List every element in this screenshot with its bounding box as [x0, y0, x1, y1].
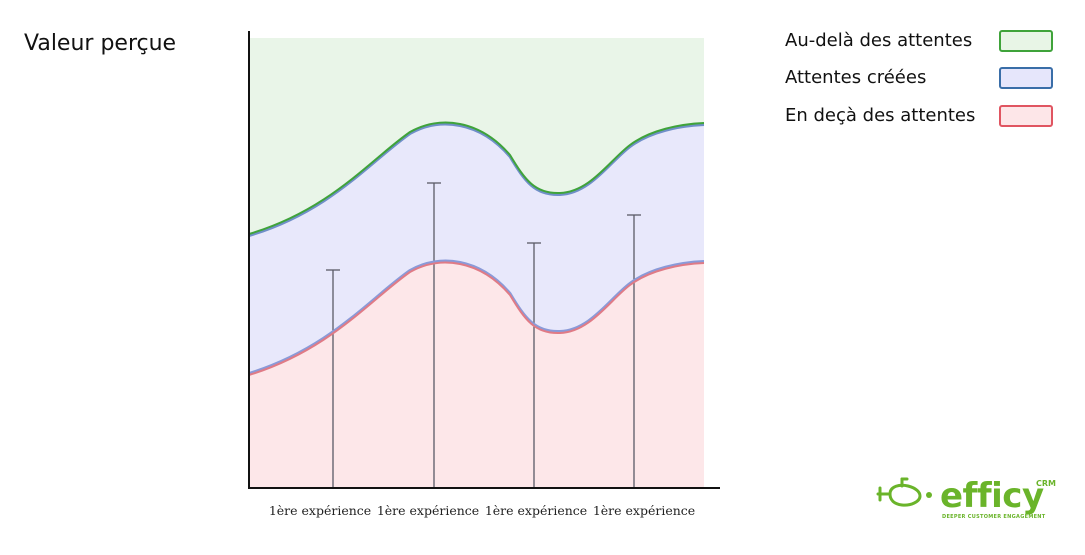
legend-label-below: En deçà des attentes	[785, 105, 976, 126]
region-below-expectations	[249, 262, 704, 488]
error-bar-2	[427, 182, 441, 488]
logo-tagline: DEEPER CUSTOMER ENGAGEMENT	[942, 514, 1046, 520]
legend-swatch-created	[999, 67, 1053, 89]
legend-swatch-above	[999, 30, 1053, 52]
upper-curve	[248, 121, 705, 235]
error-bars	[326, 182, 641, 488]
legend-label-above: Au-delà des attentes	[785, 30, 973, 51]
legend-swatch-below	[999, 105, 1053, 127]
error-bar-1	[326, 269, 340, 488]
x-tick-label-3: 1ère expérience	[484, 503, 588, 518]
logo-crm-badge: CRM	[1036, 479, 1056, 488]
submarine-icon	[876, 477, 932, 507]
error-bar-4	[627, 214, 641, 488]
x-tick-label-2: 1ère expérience	[376, 503, 480, 518]
logo-wordmark: efficy	[940, 476, 1044, 516]
legend-label-created: Attentes créées	[785, 67, 927, 88]
lower-curve	[248, 261, 705, 376]
error-bar-3	[527, 242, 541, 488]
x-tick-label-1: 1ère expérience	[268, 503, 372, 518]
y-axis-label: Valeur perçue	[24, 31, 177, 56]
x-tick-label-4: 1ère expérience	[592, 503, 696, 518]
